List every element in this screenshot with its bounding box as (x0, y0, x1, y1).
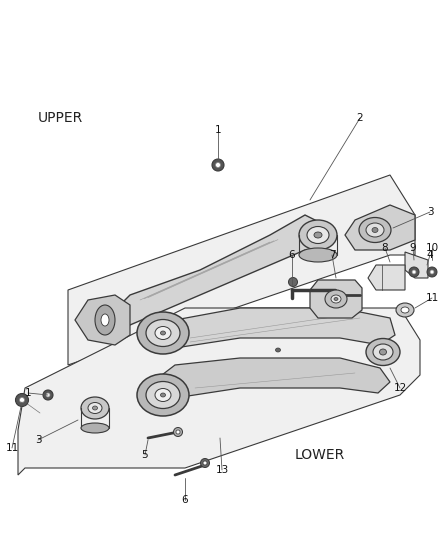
Text: 1: 1 (215, 125, 221, 135)
Text: LOWER: LOWER (295, 448, 345, 462)
Polygon shape (75, 295, 130, 345)
Text: 8: 8 (381, 243, 389, 253)
Text: 9: 9 (410, 243, 416, 253)
Ellipse shape (137, 374, 189, 416)
Text: 11: 11 (5, 443, 19, 453)
Ellipse shape (15, 393, 28, 407)
Ellipse shape (373, 344, 393, 360)
Ellipse shape (146, 319, 180, 346)
Ellipse shape (412, 270, 416, 274)
Text: 3: 3 (427, 207, 433, 217)
Ellipse shape (409, 267, 419, 277)
Ellipse shape (396, 303, 414, 317)
Ellipse shape (379, 349, 386, 355)
Polygon shape (310, 280, 362, 318)
Text: 4: 4 (427, 250, 433, 260)
Ellipse shape (325, 290, 347, 308)
Polygon shape (158, 308, 395, 348)
Text: 6: 6 (289, 250, 295, 260)
Ellipse shape (430, 270, 434, 274)
Ellipse shape (212, 159, 224, 171)
Ellipse shape (359, 217, 391, 243)
Polygon shape (148, 358, 390, 408)
Ellipse shape (46, 393, 50, 397)
Ellipse shape (20, 398, 25, 402)
Ellipse shape (314, 232, 322, 238)
Ellipse shape (299, 248, 337, 262)
Ellipse shape (334, 297, 338, 301)
Text: 2: 2 (357, 113, 363, 123)
Text: 10: 10 (425, 243, 438, 253)
Ellipse shape (176, 430, 180, 434)
Ellipse shape (160, 331, 166, 335)
Ellipse shape (155, 389, 171, 401)
Ellipse shape (366, 338, 400, 366)
Ellipse shape (101, 314, 109, 326)
Ellipse shape (155, 327, 171, 340)
Ellipse shape (201, 458, 209, 467)
Ellipse shape (366, 223, 384, 237)
Polygon shape (345, 205, 415, 250)
Polygon shape (405, 252, 428, 278)
Text: 5: 5 (141, 450, 148, 460)
Text: 7: 7 (328, 250, 336, 260)
Ellipse shape (81, 423, 109, 433)
Text: 13: 13 (215, 465, 229, 475)
Ellipse shape (299, 220, 337, 250)
Ellipse shape (173, 427, 183, 437)
Text: 3: 3 (35, 435, 41, 445)
Ellipse shape (427, 267, 437, 277)
Ellipse shape (203, 461, 207, 465)
Polygon shape (90, 215, 325, 340)
Ellipse shape (88, 402, 102, 414)
Ellipse shape (81, 397, 109, 419)
Ellipse shape (372, 228, 378, 232)
Text: 6: 6 (182, 495, 188, 505)
Ellipse shape (160, 393, 166, 397)
Text: UPPER: UPPER (38, 111, 83, 125)
Ellipse shape (95, 305, 115, 335)
Polygon shape (368, 265, 405, 290)
Text: 11: 11 (425, 293, 438, 303)
Ellipse shape (331, 295, 341, 303)
Text: 1: 1 (25, 388, 31, 398)
Ellipse shape (215, 163, 220, 167)
Ellipse shape (307, 227, 329, 244)
Ellipse shape (401, 307, 409, 313)
Ellipse shape (146, 382, 180, 408)
Ellipse shape (92, 406, 98, 410)
Polygon shape (68, 175, 415, 365)
Ellipse shape (276, 348, 280, 352)
Polygon shape (18, 308, 420, 475)
Text: 12: 12 (393, 383, 406, 393)
Ellipse shape (43, 390, 53, 400)
Ellipse shape (137, 312, 189, 354)
Ellipse shape (289, 278, 297, 287)
